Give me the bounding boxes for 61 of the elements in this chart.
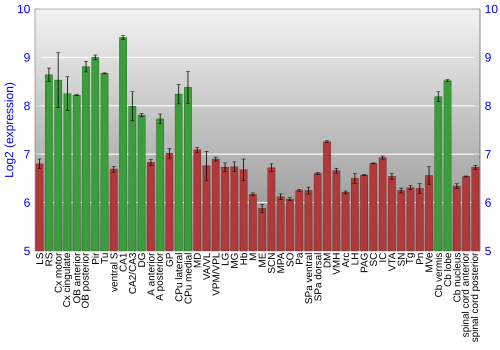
x-tick-label: LH — [351, 253, 358, 265]
y-tick-label: 7 — [24, 150, 30, 158]
x-tick-label: CPu lateral — [175, 253, 182, 302]
x-tick-label: Tu — [101, 253, 108, 264]
x-tick-label: VTA — [388, 252, 396, 272]
x-tick-label: CA1 — [120, 253, 127, 272]
x-tick-label: ME — [258, 253, 266, 267]
x-tick-label: OB posterior — [81, 252, 91, 308]
x-tick-label: Arc — [342, 252, 350, 268]
x-tick-label: VMH — [332, 253, 340, 275]
x-tick-label: SCN — [268, 253, 275, 274]
x-tick-label: SPa dorsal — [314, 253, 322, 301]
y-tick-label: 6 — [24, 198, 30, 207]
x-tick-label: Cx motor — [54, 252, 62, 293]
x-tick-label: Pn — [416, 253, 424, 264]
x-tick-label: MG — [230, 253, 238, 268]
x-tick-label: DG — [138, 253, 146, 267]
x-tick-label: Hb — [240, 253, 248, 265]
x-tick-label: Pa — [296, 252, 303, 264]
y2-tick-label: 9 — [485, 53, 491, 62]
x-tick-label: Cx cingulate — [62, 253, 72, 307]
x-tick-label: M — [249, 253, 256, 260]
y2-tick-label: 5 — [485, 246, 491, 256]
x-tick-label: A anterior — [147, 252, 155, 296]
x-tick-label: MPA — [277, 252, 284, 273]
y-tick-label: 5 — [24, 246, 30, 256]
x-tick-label: MD — [194, 253, 201, 268]
y-tick-label: 8 — [24, 102, 30, 110]
x-tick-label: Cb nucleus — [453, 252, 460, 302]
x-tick-label: CA2/CA3 — [128, 253, 136, 294]
x-tick-label: IC — [379, 252, 386, 262]
x-tick-label: VA/VL — [202, 252, 210, 280]
y2-tick-label: 6 — [485, 198, 491, 207]
x-tick-label: CPu medial — [184, 253, 192, 304]
x-tick-label: Cb vermis — [434, 252, 442, 297]
y-tick-label: 9 — [24, 53, 30, 62]
x-tick-label: SN — [398, 253, 405, 266]
y2-tick-label: 7 — [485, 150, 491, 158]
x-tick-label: spinal cord anterior — [461, 252, 471, 338]
x-tick-label: Tg — [406, 253, 415, 264]
x-tick-label: spinal cord posterior — [470, 252, 480, 342]
x-tick-label: LG — [222, 253, 229, 266]
x-tick-label: MVe — [426, 253, 432, 272]
x-tick-label: Cb lobe — [444, 253, 452, 286]
x-tick-label: VPM/VPL — [212, 252, 220, 296]
x-tick-label: LS — [36, 253, 44, 264]
x-tick-label: Pir — [92, 252, 99, 264]
y2-tick-label: 8 — [485, 102, 491, 110]
x-tick-label: GP — [166, 253, 173, 266]
x-tick-label: SPa ventral — [304, 253, 312, 304]
x-tick-label: DM — [324, 253, 330, 268]
x-tick-label: SO — [286, 253, 294, 267]
y2-tick-label: 10 — [486, 4, 498, 14]
x-tick-label: ventral S — [110, 253, 118, 292]
x-tick-label: RS — [45, 253, 52, 266]
x-tick-label: SC — [370, 252, 377, 266]
x-tick-label: OB anterior — [73, 252, 80, 304]
x-tick-label: A posterior — [156, 252, 165, 301]
y-axis-title: Log2 (expression) — [4, 82, 16, 177]
x-tick-label: PAG — [360, 253, 368, 272]
y-tick-label: 10 — [18, 4, 30, 14]
